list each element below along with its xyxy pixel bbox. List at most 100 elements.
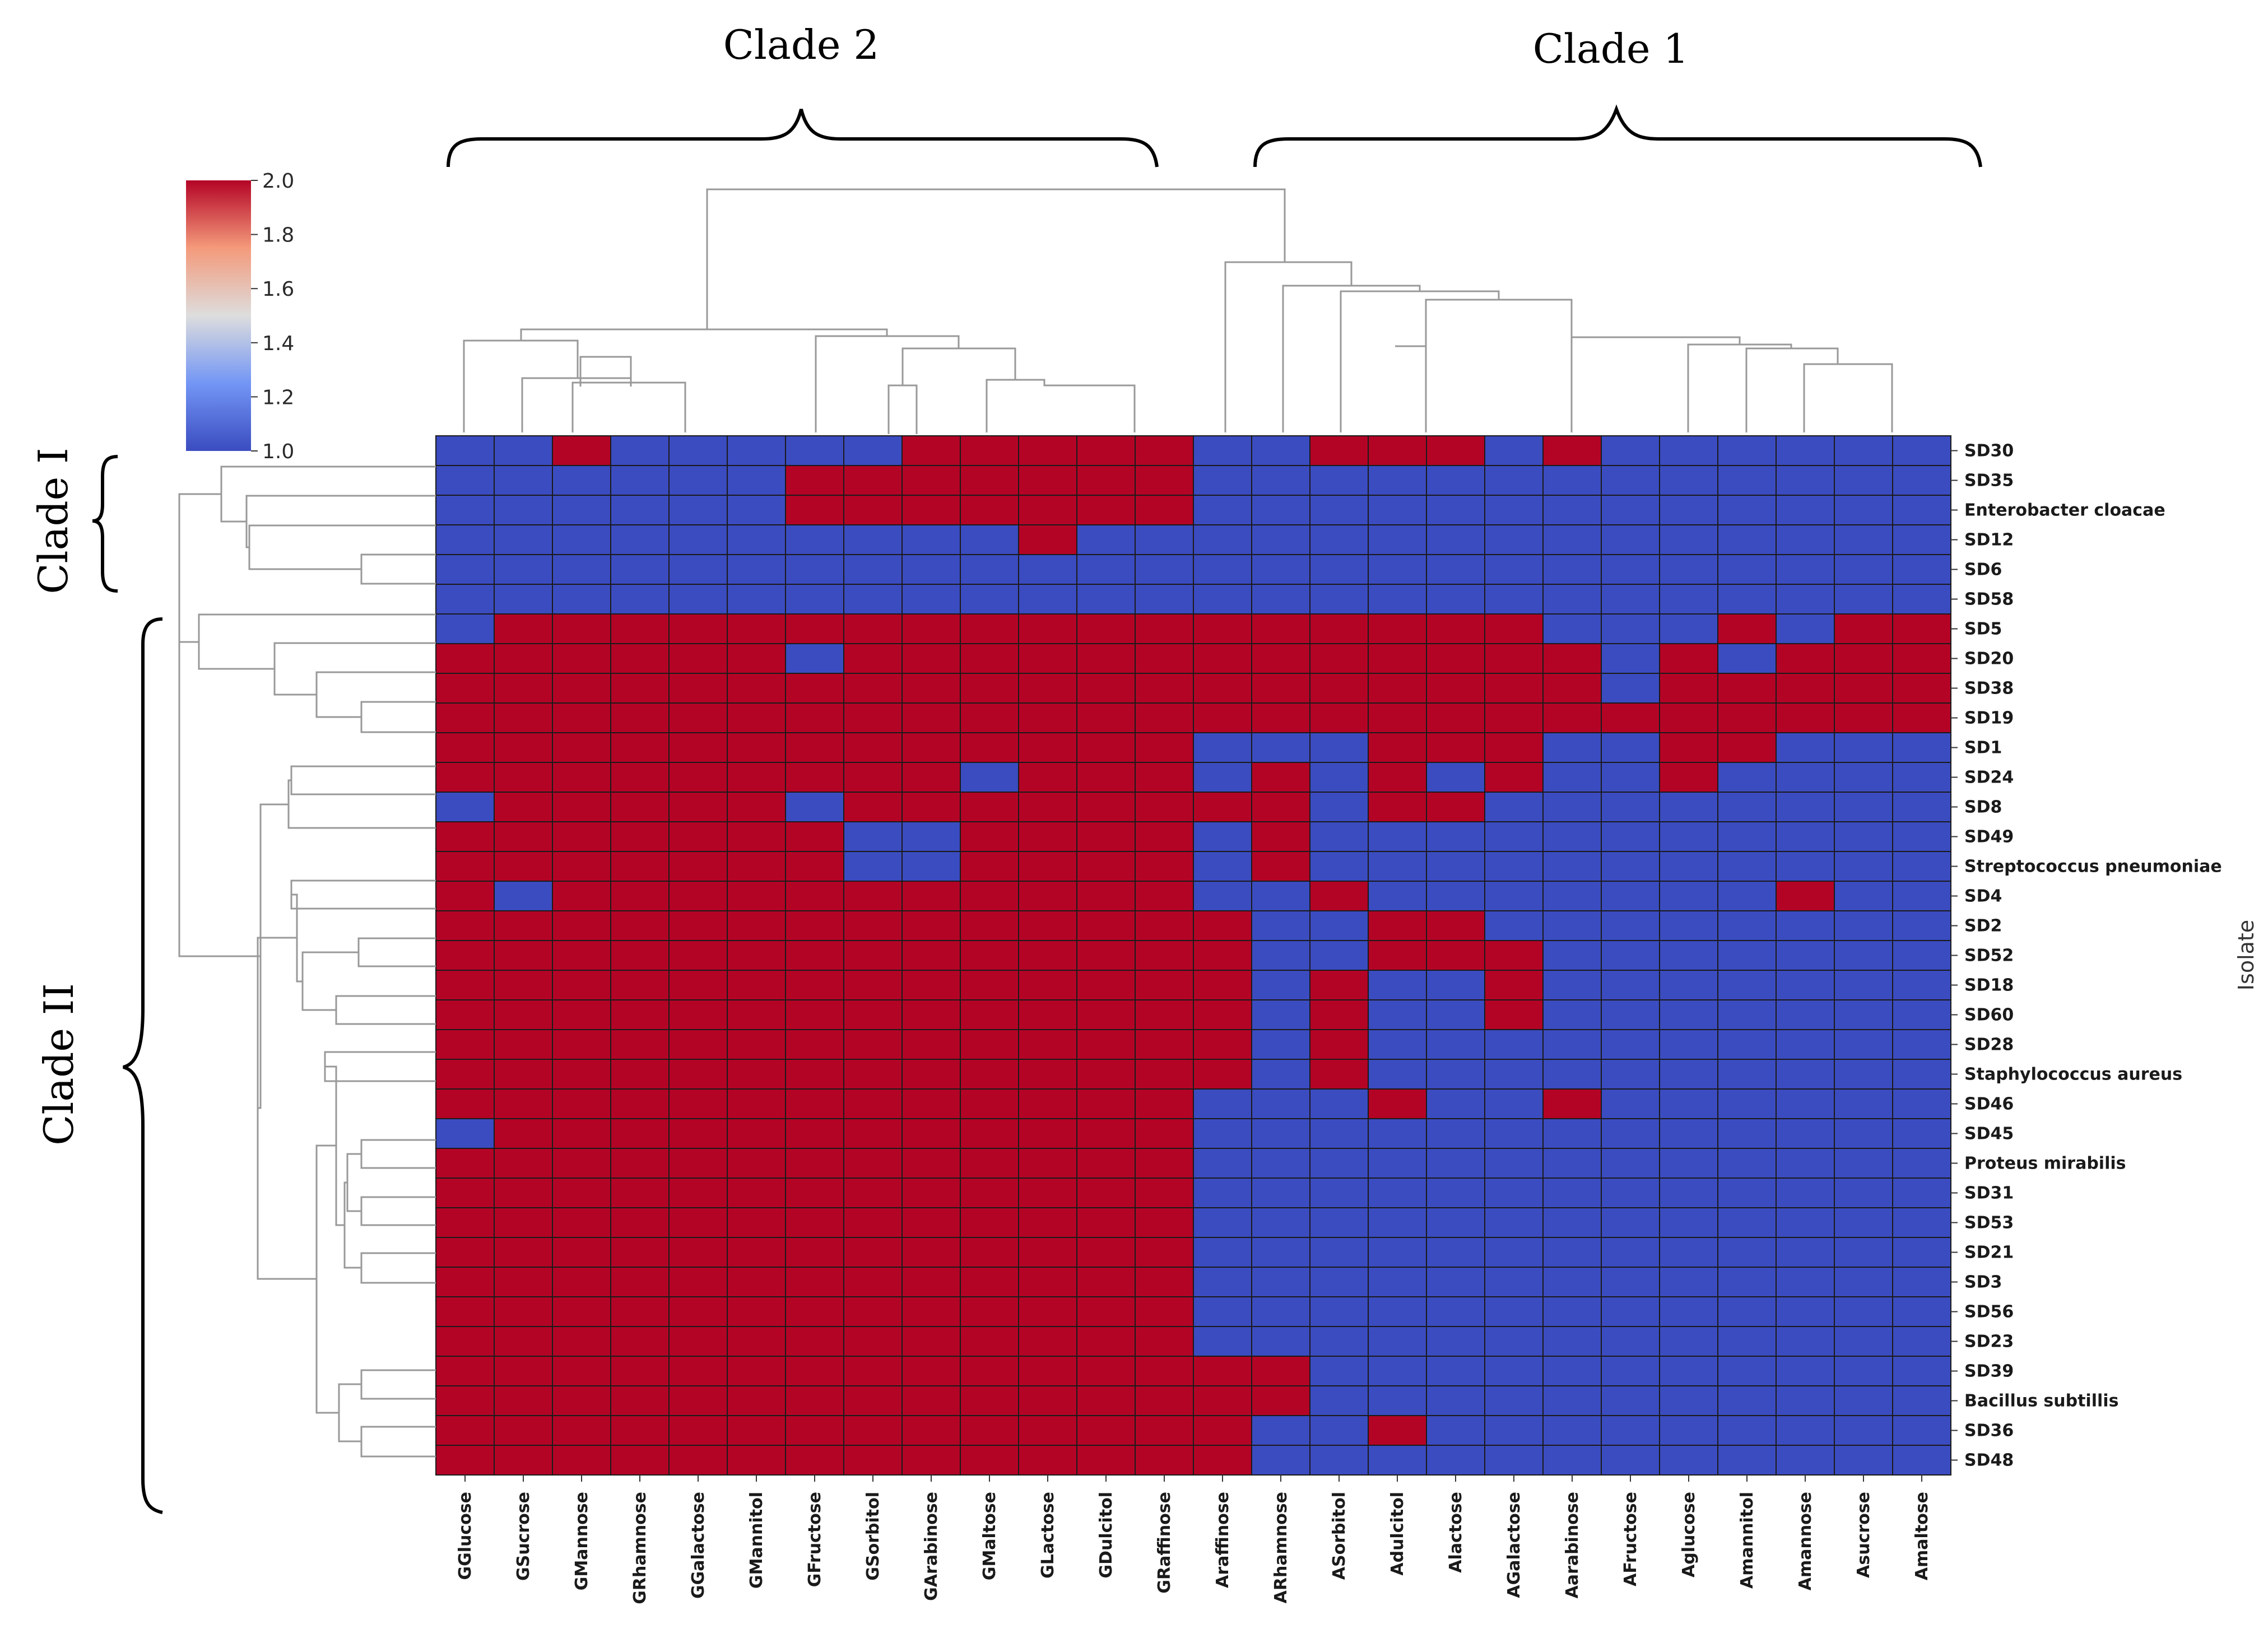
heatmap-cell [1076, 673, 1136, 704]
heatmap-cell [552, 792, 611, 822]
heatmap-cell [1135, 554, 1194, 585]
heatmap-cell [1309, 910, 1369, 941]
heatmap-cell [1892, 970, 1951, 1000]
heatmap-cell [1834, 1088, 1893, 1119]
y-axis-label: Isolate [2234, 920, 2258, 990]
heatmap-cell [494, 792, 553, 822]
heatmap-cell [1135, 673, 1194, 704]
heatmap-cell [1076, 970, 1136, 1000]
heatmap-cell [1076, 1118, 1136, 1149]
heatmap-cell [610, 851, 670, 882]
heatmap-cell [1601, 524, 1660, 555]
heatmap-cell [960, 1118, 1019, 1149]
heatmap-cell [1426, 1356, 1485, 1386]
heatmap-cell [1135, 524, 1194, 555]
heatmap-cell [435, 732, 495, 763]
heatmap-cell [1601, 792, 1660, 822]
heatmap-cell [1601, 1088, 1660, 1119]
heatmap-cell [494, 1385, 553, 1416]
heatmap-cell [1193, 673, 1252, 704]
row-dendro-link [360, 1196, 436, 1226]
heatmap-cell [1076, 910, 1136, 941]
heatmap-cell [1193, 613, 1252, 644]
row-label: Bacillus subtillis [1964, 1391, 2118, 1411]
heatmap-cell [1368, 821, 1427, 852]
heatmap-cell [1834, 1385, 1893, 1416]
heatmap-cell [1717, 970, 1777, 1000]
heatmap-cell [1076, 643, 1136, 674]
heatmap-cell [1776, 702, 1835, 733]
heatmap-cell [785, 1177, 844, 1208]
heatmap-cell [843, 643, 903, 674]
colorbar-tick-label: 1.2 [262, 386, 294, 409]
heatmap-cell [785, 1148, 844, 1179]
heatmap-cell [785, 732, 844, 763]
heatmap-cell [1484, 1207, 1544, 1238]
col-dendro-link [815, 335, 960, 432]
heatmap-cell [1426, 1415, 1485, 1446]
heatmap-cell [1135, 910, 1194, 941]
heatmap-cell [494, 435, 553, 466]
heatmap-cell [1542, 524, 1602, 555]
heatmap-cell [843, 1385, 903, 1416]
heatmap-cell [1834, 524, 1893, 555]
heatmap-cell [552, 851, 611, 882]
heatmap-cell [1659, 881, 1718, 911]
heatmap-cell [1659, 1445, 1718, 1476]
heatmap-cell [1776, 999, 1835, 1030]
heatmap-cell [843, 524, 903, 555]
heatmap-cell [1484, 851, 1544, 882]
heatmap-cell [552, 1148, 611, 1179]
heatmap-cell [1018, 702, 1077, 733]
heatmap-cell [727, 1088, 786, 1119]
heatmap-cell [552, 524, 611, 555]
heatmap-cell [435, 910, 495, 941]
heatmap-cell [1601, 1415, 1660, 1446]
heatmap-cell [1193, 1267, 1252, 1297]
heatmap-cell [1601, 584, 1660, 615]
heatmap-cell [668, 1148, 728, 1179]
heatmap-cell [901, 1237, 961, 1268]
heatmap-cell [1542, 495, 1602, 525]
heatmap-cell [494, 1148, 553, 1179]
heatmap-cell [1834, 1029, 1893, 1060]
heatmap-cell [1426, 1296, 1485, 1327]
heatmap-cell [494, 1118, 553, 1149]
heatmap-cell [1484, 732, 1544, 763]
heatmap-cell [1601, 1267, 1660, 1297]
heatmap-cell [1076, 1088, 1136, 1119]
heatmap-cell [1834, 495, 1893, 525]
heatmap-cell [610, 1356, 670, 1386]
heatmap-cell [901, 1029, 961, 1060]
heatmap-cell [494, 821, 553, 852]
heatmap-cell [960, 702, 1019, 733]
heatmap-cell [1368, 554, 1427, 585]
heatmap-cell [785, 762, 844, 793]
column-clade-brackets [447, 104, 1982, 167]
heatmap-cell [1892, 1029, 1951, 1060]
heatmap-cell [610, 613, 670, 644]
heatmap-cell [1601, 435, 1660, 466]
heatmap-cell [1834, 673, 1893, 704]
heatmap-cell [1776, 1029, 1835, 1060]
heatmap-cell [901, 940, 961, 971]
heatmap-cell [1601, 702, 1660, 733]
heatmap-cell [610, 1415, 670, 1446]
heatmap-cell [1076, 999, 1136, 1030]
heatmap-cell [552, 1059, 611, 1090]
heatmap-cell [843, 702, 903, 733]
heatmap-cell [1717, 999, 1777, 1030]
heatmap-cell [1834, 1326, 1893, 1357]
heatmap-cell [1776, 1267, 1835, 1297]
colorbar-tick-label: 1.0 [262, 440, 294, 463]
heatmap-cell [552, 1237, 611, 1268]
heatmap-cell [1542, 970, 1602, 1000]
heatmap-cell [1776, 1237, 1835, 1268]
heatmap-cell [494, 524, 553, 555]
heatmap-cell [1834, 613, 1893, 644]
heatmap-cell [668, 881, 728, 911]
heatmap-cell [1717, 1237, 1777, 1268]
heatmap-cell [1834, 435, 1893, 466]
heatmap-cell [1368, 1385, 1427, 1416]
heatmap-cell [552, 1356, 611, 1386]
